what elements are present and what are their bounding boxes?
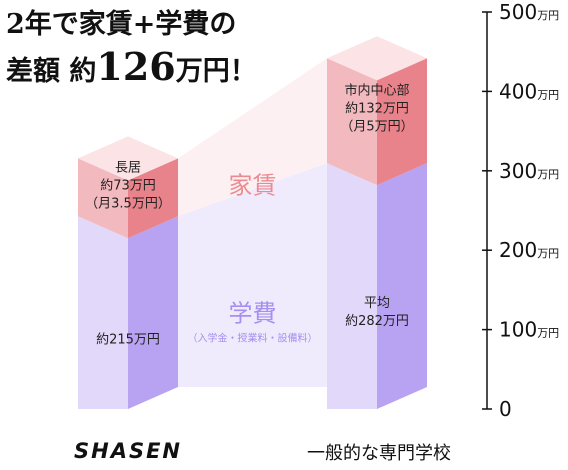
y-tick-unit-100: 万円 — [537, 327, 559, 340]
bar-1-rent-side — [377, 58, 427, 186]
label-shasen-rent-0: 長居 — [115, 160, 141, 175]
headline-prefix: 差額 約 — [6, 55, 96, 87]
band-label-rent: 家賃 — [229, 171, 277, 199]
y-tick-unit-400: 万円 — [537, 88, 559, 101]
y-tick-label-400: 400万円 — [499, 79, 559, 103]
label-general-rent-2: （月5万円） — [340, 120, 413, 135]
headline-line2: 差額 約126万円！ — [6, 44, 257, 89]
category-label-general: 一般的な専門学校 — [307, 443, 451, 464]
label-general-rent-1: 約132万円 — [345, 102, 409, 117]
tuition-connector-band — [178, 163, 327, 387]
bars — [78, 36, 427, 409]
y-tick-label-100: 100万円 — [499, 318, 559, 342]
rent-connector-band — [178, 58, 327, 217]
label-general-tuition-0: 平均 — [364, 296, 390, 311]
y-tick-unit-500: 万円 — [537, 9, 559, 22]
y-tick-unit-200: 万円 — [537, 247, 559, 260]
y-tick-label-0: 0 — [499, 397, 512, 421]
label-shasen-rent-2: （月3.5万円） — [85, 196, 171, 211]
y-tick-label-500: 500万円 — [499, 0, 559, 24]
bar-0-rent-front — [78, 158, 128, 239]
bar-0-top — [78, 136, 178, 181]
bar-0-tuition-front — [78, 216, 128, 409]
y-tick-unit-300: 万円 — [537, 168, 559, 181]
y-tick-label-200: 200万円 — [499, 238, 559, 262]
y-axis: 0 100万円 200万円 300万円 400万円 500万円 — [482, 0, 559, 421]
headline-number: 126 — [96, 44, 175, 89]
band-label-tuition: 学費 — [229, 300, 277, 328]
label-shasen-tuition-0: 約215万円 — [96, 333, 160, 348]
headline-line1: 2年で家賃+学費の — [6, 8, 236, 40]
label-general-tuition-1: 約282万円 — [345, 314, 409, 329]
label-general-rent-0: 市内中心部 — [344, 83, 409, 99]
label-shasen-rent-1: 約73万円 — [100, 178, 156, 193]
bar-0-rent-side — [128, 158, 178, 239]
band-label-tuition-note: （入学金・授業料・設備料） — [188, 332, 318, 345]
bar-0-tuition-side — [128, 216, 178, 409]
bar-1-tuition-front — [327, 163, 377, 409]
y-tick-label-300: 300万円 — [499, 159, 559, 183]
x-axis-categories: SHASEN 一般的な専門学校 — [74, 439, 451, 464]
connector-bands — [178, 58, 327, 387]
bar-1-top — [327, 36, 427, 81]
bar-1-tuition-side — [377, 163, 427, 409]
headline-suffix: 万円！ — [176, 56, 257, 87]
category-label-shasen: SHASEN — [74, 439, 182, 463]
bar-1-rent-front — [327, 58, 377, 186]
